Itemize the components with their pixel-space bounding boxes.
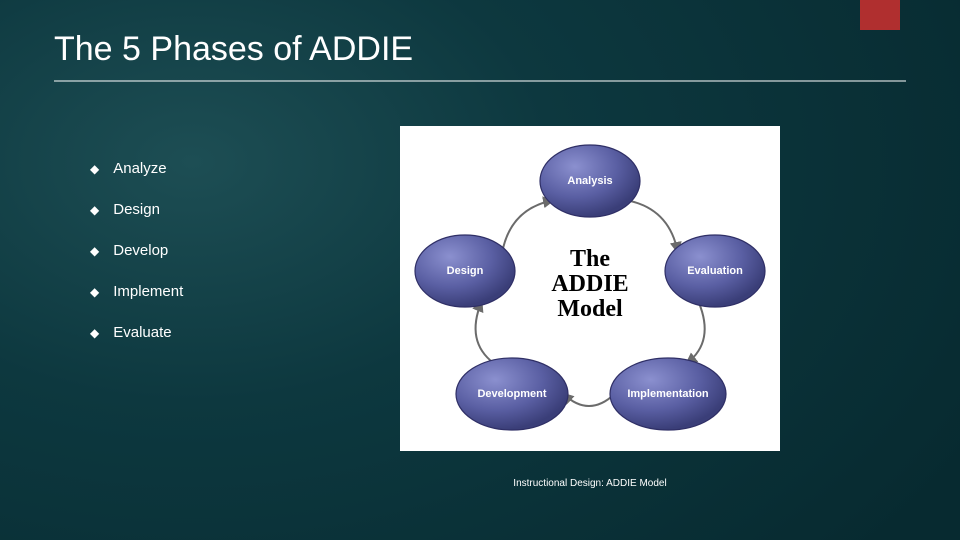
addie-diagram: Analysis Evaluation Implementation Developm… (400, 126, 780, 451)
list-item: ◆ Implement (90, 283, 183, 300)
accent-tab (860, 0, 900, 30)
title-rule (54, 80, 906, 82)
diagram-center-label: Model (557, 296, 623, 322)
diagram-edge (476, 302, 494, 363)
bullet-list: ◆ Analyze ◆ Design ◆ Develop ◆ Implement… (90, 160, 183, 365)
diagram-node-label: Implementation (627, 388, 709, 400)
diagram-edge (502, 200, 552, 251)
bullet-label: Analyze (113, 160, 166, 177)
diamond-icon: ◆ (90, 203, 99, 217)
diagram-edge (564, 394, 615, 406)
bullet-label: Develop (113, 242, 168, 259)
diamond-icon: ◆ (90, 244, 99, 258)
bullet-label: Implement (113, 283, 183, 300)
diagram-center-label: The (570, 246, 610, 272)
diagram-node-label: Design (447, 265, 484, 277)
list-item: ◆ Design (90, 201, 183, 218)
diamond-icon: ◆ (90, 285, 99, 299)
diagram-edge (627, 200, 677, 251)
slide-title: The 5 Phases of ADDIE (54, 30, 413, 69)
diagram-caption: Instructional Design: ADDIE Model (400, 478, 780, 489)
list-item: ◆ Evaluate (90, 324, 183, 341)
bullet-label: Design (113, 201, 160, 218)
diagram-center-label: ADDIE (551, 271, 628, 297)
list-item: ◆ Develop (90, 242, 183, 259)
diagram-node-label: Analysis (567, 175, 612, 187)
diagram-node-label: Development (477, 388, 546, 400)
diagram-edge (687, 302, 705, 363)
list-item: ◆ Analyze (90, 160, 183, 177)
diagram-node-label: Evaluation (687, 265, 743, 277)
bullet-label: Evaluate (113, 324, 171, 341)
addie-diagram-card: Analysis Evaluation Implementation Developm… (400, 126, 780, 451)
diamond-icon: ◆ (90, 326, 99, 340)
diamond-icon: ◆ (90, 162, 99, 176)
